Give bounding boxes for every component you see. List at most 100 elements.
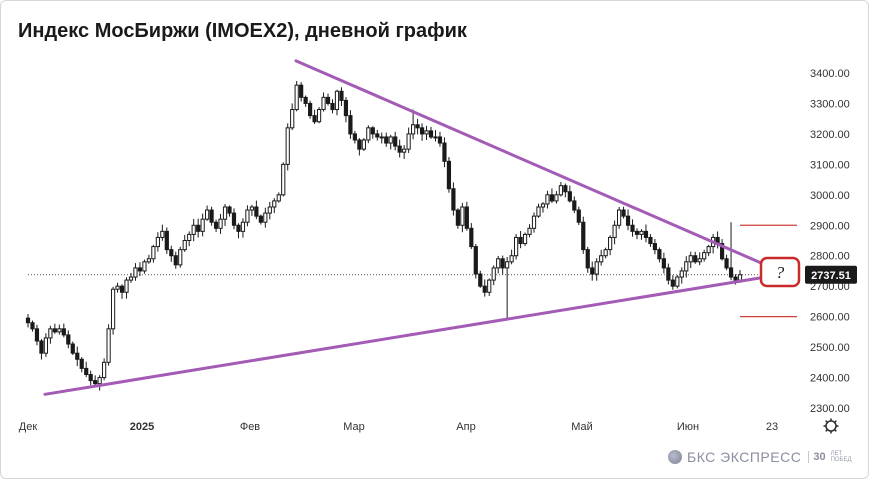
x-tick-label: Дек <box>19 421 38 433</box>
candle-body <box>608 236 613 251</box>
candle-body <box>531 215 537 229</box>
candle-body <box>737 274 743 281</box>
candle-body <box>263 212 268 223</box>
candle-body <box>666 267 671 281</box>
candle-body <box>549 194 555 202</box>
candle-body <box>630 224 635 232</box>
y-tick-label: 2300.00 <box>810 403 850 415</box>
candle-body <box>733 276 738 281</box>
candle-body <box>191 224 196 235</box>
candle-body <box>625 215 631 226</box>
candle-body <box>375 133 380 138</box>
candle-body <box>675 276 680 287</box>
candle-body <box>343 99 349 117</box>
candle-body <box>357 139 362 150</box>
settings-icon-tooth <box>833 420 837 424</box>
x-tick-label: 23 <box>766 421 778 433</box>
candle-body <box>594 261 599 275</box>
candle-body <box>272 200 277 208</box>
candle-body <box>563 185 568 193</box>
candle-body <box>419 127 425 135</box>
candle-body <box>585 249 590 269</box>
candle-body <box>581 221 586 251</box>
candle-body <box>48 328 53 339</box>
candle-body <box>437 136 443 144</box>
candle-body <box>455 209 460 226</box>
candle-body <box>115 285 120 290</box>
candle-body <box>482 285 487 293</box>
candle-body <box>679 270 684 278</box>
candle-body <box>509 255 514 263</box>
candle-body <box>361 139 366 150</box>
support-trendline <box>43 276 764 396</box>
candle-body <box>433 136 438 139</box>
candle-body <box>616 209 622 226</box>
candle-body <box>196 224 201 232</box>
candle-body <box>558 185 563 196</box>
brand-name: БКС ЭКСПРЕСС <box>687 449 802 465</box>
candle-body <box>379 136 384 139</box>
candle-body <box>34 328 40 342</box>
candle-body <box>276 194 281 202</box>
candle-body <box>693 255 698 263</box>
candle-body <box>70 343 75 354</box>
last-price-badge <box>805 265 857 284</box>
candle-body <box>505 261 510 269</box>
candle-body <box>603 249 608 257</box>
candle-body <box>728 267 734 278</box>
candle-body <box>639 230 644 235</box>
candle-body <box>245 209 250 223</box>
candle-body <box>684 261 689 272</box>
resistance-trendline <box>294 59 764 265</box>
y-tick-label: 2800.00 <box>810 251 850 263</box>
candle-body <box>612 224 617 238</box>
candle-body <box>169 249 174 257</box>
candle-body <box>43 337 49 354</box>
candle-body <box>142 261 147 272</box>
candle-body <box>249 206 254 211</box>
candle-body <box>540 203 546 208</box>
candle-body <box>724 258 729 269</box>
candle-body <box>102 361 107 379</box>
candle-body <box>522 233 528 245</box>
settings-icon[interactable] <box>825 420 837 432</box>
candle-body <box>366 127 371 141</box>
candle-body <box>415 124 420 129</box>
candle-body <box>657 249 662 260</box>
candle-body <box>30 322 35 330</box>
candle-body <box>424 130 429 135</box>
candle-body <box>267 206 272 214</box>
candle-body <box>702 252 707 260</box>
candle-body <box>706 246 711 254</box>
candle-body <box>688 255 693 263</box>
candle-body <box>487 279 492 293</box>
candle-body <box>128 276 134 281</box>
candle-body <box>491 267 496 281</box>
candle-body <box>285 127 290 165</box>
callout-question-mark: ? <box>776 263 785 282</box>
y-tick-label: 3100.00 <box>810 159 850 171</box>
candle-body <box>236 224 241 232</box>
candle-body <box>173 255 178 266</box>
brand-logo: БКС ЭКСПРЕСС 30 ЛЕТ ПОБЕД <box>668 446 853 468</box>
y-tick-label: 2700.00 <box>810 281 850 293</box>
candle-body <box>451 188 456 211</box>
x-tick-label: Июн <box>677 421 699 433</box>
candle-body <box>402 148 407 153</box>
candle-body <box>406 133 411 150</box>
candle-body <box>93 380 98 385</box>
candle-body <box>572 200 577 211</box>
candle-body <box>321 96 326 111</box>
candle-body <box>57 328 62 333</box>
candle-body <box>258 215 263 223</box>
candle-body <box>339 90 344 101</box>
candle-body <box>222 206 228 220</box>
candle-body <box>213 221 219 229</box>
candle-body <box>106 328 111 363</box>
y-tick-label: 3400.00 <box>810 68 850 80</box>
candle-body <box>290 109 295 129</box>
candle-body <box>52 328 57 333</box>
candle-body <box>661 258 666 269</box>
